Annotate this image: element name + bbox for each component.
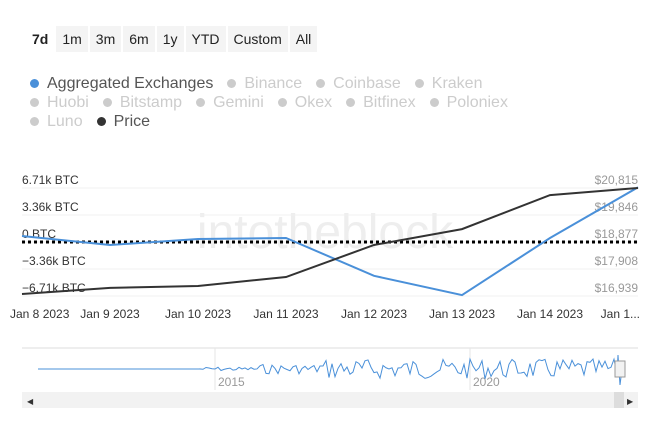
legend-dot-icon — [30, 117, 39, 126]
range-button-custom[interactable]: Custom — [227, 26, 288, 52]
legend-dot-icon — [429, 98, 439, 107]
left-tick-label: 3.36k BTC — [22, 200, 79, 214]
legend-label: Coinbase — [333, 75, 401, 92]
navigator-series — [38, 354, 623, 386]
watermark: intotheblock — [197, 206, 454, 259]
legend-label: Bitfinex — [363, 94, 416, 111]
range-button-1y[interactable]: 1y — [156, 26, 184, 52]
legend-dot-icon — [196, 98, 206, 107]
x-tick-label: Jan 1... — [601, 307, 640, 321]
scroll-right-arrow-icon[interactable]: ▶ — [627, 397, 634, 406]
range-button-3m[interactable]: 3m — [89, 26, 122, 52]
legend-item[interactable]: Price — [96, 112, 151, 131]
legend-label: Huobi — [47, 94, 89, 111]
series-line-price — [21, 187, 639, 296]
x-tick-label: Jan 8 2023 — [10, 307, 70, 321]
legend-item[interactable]: Gemini — [196, 93, 264, 112]
legend-item[interactable]: Luno — [30, 112, 83, 131]
legend-dot-icon — [316, 79, 326, 88]
legend-label: Poloniex — [446, 94, 508, 111]
legend-dot-icon — [277, 98, 287, 107]
legend-label: Binance — [244, 75, 303, 92]
right-tick-label: $20,815 — [595, 173, 639, 187]
range-button-6m[interactable]: 6m — [123, 26, 155, 52]
legend-label: Bitstamp — [119, 94, 183, 111]
scrollbar-thumb[interactable] — [614, 392, 624, 408]
navigator-year-label: 2020 — [473, 375, 500, 389]
left-tick-label: 6.71k BTC — [22, 173, 79, 187]
legend-item[interactable]: Okex — [277, 93, 333, 112]
legend-label: Price — [113, 113, 151, 130]
legend-item[interactable]: Bitfinex — [346, 93, 416, 112]
x-tick-label: Jan 13 2023 — [429, 307, 495, 321]
navigator-year-label: 2015 — [218, 375, 245, 389]
x-tick-label: Jan 12 2023 — [341, 307, 407, 321]
legend-dot-icon — [227, 79, 237, 88]
x-tick-label: Jan 14 2023 — [517, 307, 583, 321]
legend-item[interactable]: Binance — [227, 74, 302, 93]
legend-label: Aggregated Exchanges — [47, 75, 214, 92]
legend-item[interactable]: Bitstamp — [102, 93, 183, 112]
legend-dot-icon — [96, 117, 106, 126]
navigator-handle[interactable] — [614, 360, 626, 378]
legend-dot-icon — [346, 98, 356, 107]
x-tick-label: Jan 11 2023 — [253, 307, 318, 321]
legend-dot-icon — [102, 98, 112, 107]
legend-dot-icon — [414, 79, 424, 88]
right-tick-label: $16,939 — [595, 281, 639, 295]
right-tick-label: $18,877 — [595, 227, 639, 241]
legend-dot-icon — [30, 79, 39, 88]
legend-item[interactable]: Poloniex — [429, 93, 508, 112]
right-tick-label: $19,846 — [595, 200, 639, 214]
range-selector: 7d 1m 3m 6m 1y YTD Custom All — [26, 26, 318, 52]
legend-dot-icon — [30, 98, 39, 107]
legend-label: Gemini — [213, 94, 264, 111]
range-button-ytd[interactable]: YTD — [185, 26, 226, 52]
range-button-7d[interactable]: 7d — [26, 26, 55, 52]
legend-item[interactable]: Aggregated Exchanges — [30, 74, 213, 93]
range-button-all[interactable]: All — [289, 26, 318, 52]
series-line-aggregated-exchanges — [21, 186, 639, 297]
legend-item[interactable]: Huobi — [30, 93, 89, 112]
scroll-left-arrow-icon[interactable]: ◀ — [27, 397, 34, 406]
left-tick-label: −3.36k BTC — [22, 254, 86, 268]
scrollbar-track[interactable] — [22, 392, 638, 408]
range-button-1m[interactable]: 1m — [56, 26, 88, 52]
right-tick-label: $17,908 — [595, 254, 639, 268]
legend: Aggregated Exchanges Binance Coinbase Krake… — [30, 74, 630, 131]
legend-label: Kraken — [431, 75, 483, 92]
legend-item[interactable]: Kraken — [414, 74, 483, 93]
legend-item[interactable]: Coinbase — [316, 74, 401, 93]
legend-label: Luno — [47, 113, 83, 130]
x-tick-label: Jan 10 2023 — [165, 307, 231, 321]
x-tick-label: Jan 9 2023 — [80, 307, 140, 321]
legend-label: Okex — [294, 94, 333, 111]
